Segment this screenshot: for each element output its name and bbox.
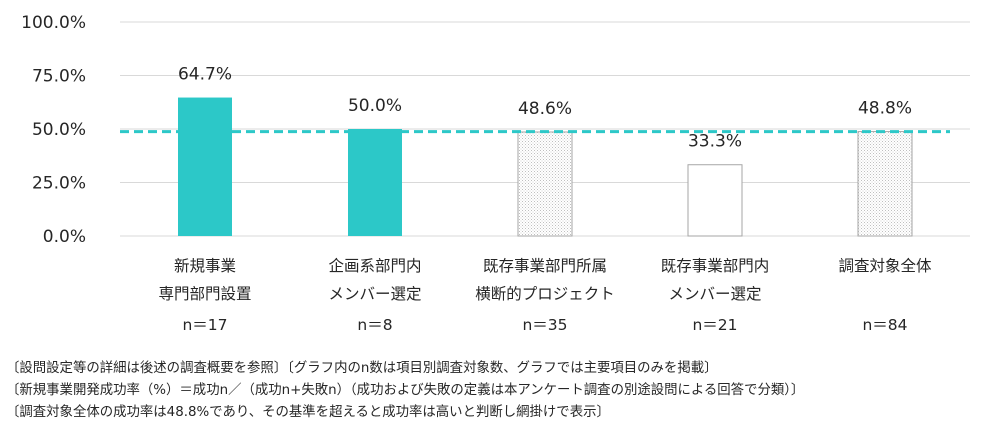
category-labels: 新規事業専門部門設置n＝17企画系部門内メンバー選定n＝8既存事業部門所属横断的…: [158, 257, 932, 334]
bar: [348, 129, 402, 236]
category-label: 既存事業部門内: [661, 257, 770, 275]
sample-size-label: n＝8: [357, 316, 392, 334]
data-label: 48.6%: [518, 99, 572, 119]
bar: [517, 131, 573, 237]
data-label: 48.8%: [858, 99, 912, 119]
category-label: 専門部門設置: [158, 285, 251, 303]
y-axis-ticks: 0.0% 25.0% 50.0% 75.0% 100.0%: [21, 13, 86, 247]
category-label: メンバー選定: [668, 285, 761, 303]
data-label: 50.0%: [348, 96, 402, 116]
category-label: 横断的プロジェクト: [475, 285, 615, 303]
footnote-2: 〔新規事業開発成功率（%）＝成功n／（成功n+失敗n）（成功および失敗の定義は本…: [6, 383, 805, 398]
bar: [687, 164, 743, 237]
y-tick-label: 100.0%: [21, 13, 86, 33]
gridlines: [120, 21, 970, 237]
data-label: 33.3%: [688, 132, 742, 152]
sample-size-label: n＝21: [692, 316, 737, 334]
bar: [178, 97, 232, 237]
footnotes: 〔設問設定等の詳細は後述の調査概要を参照〕〔グラフ内のn数は項目別調査対象数、グ…: [6, 358, 990, 424]
footnote-1: 〔設問設定等の詳細は後述の調査概要を参照〕〔グラフ内のn数は項目別調査対象数、グ…: [6, 361, 718, 376]
category-label: 新規事業: [174, 257, 236, 275]
bars: [178, 97, 913, 237]
sample-size-label: n＝35: [522, 316, 567, 334]
success-rate-bar-chart: 0.0% 25.0% 50.0% 75.0% 100.0% 64.7% 50.0% 48.6…: [21, 13, 970, 334]
category-label: 調査対象全体: [838, 257, 932, 275]
y-tick-label: 0.0%: [43, 227, 86, 247]
bar: [857, 131, 913, 237]
data-label: 64.7%: [178, 65, 232, 85]
y-tick-label: 75.0%: [32, 67, 86, 87]
category-label: メンバー選定: [328, 285, 421, 303]
data-labels: 64.7% 50.0% 48.6% 33.3% 48.8%: [178, 65, 912, 152]
category-label: 既存事業部門所属: [483, 257, 607, 275]
y-tick-label: 50.0%: [32, 120, 86, 140]
sample-size-label: n＝84: [862, 316, 907, 334]
sample-size-label: n＝17: [182, 316, 227, 334]
category-label: 企画系部門内: [328, 257, 421, 275]
footnote-3: 〔調査対象全体の成功率は48.8%であり、その基準を超えると成功率は高いと判断し…: [6, 405, 610, 420]
y-tick-label: 25.0%: [32, 174, 86, 194]
